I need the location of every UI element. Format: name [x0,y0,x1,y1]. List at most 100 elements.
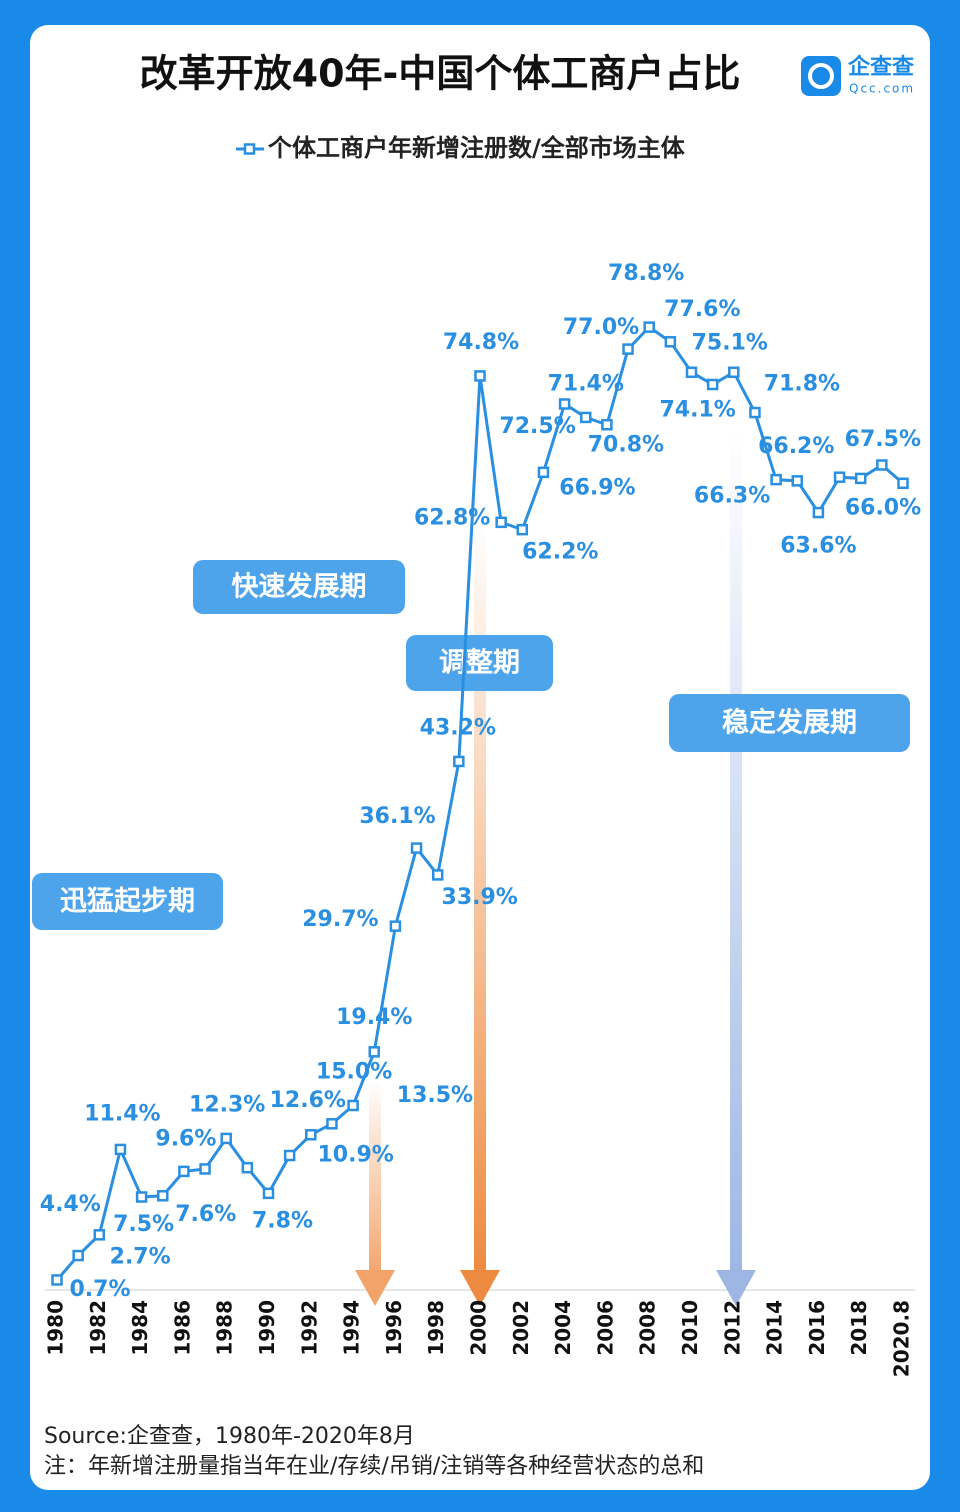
data-point [791,475,803,487]
note: 注：年新增注册量指当年在业/存续/吊销/注销等各种经营状态的总和 [44,1454,704,1479]
arrows [355,430,756,1306]
data-label: 77.0% [563,315,639,340]
data-point [749,406,761,419]
data-label: 4.4% [40,1192,101,1217]
legend-marker [243,143,256,155]
data-point [728,366,740,379]
data-label: 66.9% [559,475,635,500]
x-tick-label: 1990 [255,1300,279,1356]
data-point [72,1249,84,1262]
data-label: 9.6% [155,1126,216,1151]
x-tick-label: 1980 [44,1300,68,1356]
data-label: 77.6% [664,297,740,322]
annotation-box [193,560,405,614]
arrow-shaft [369,1080,381,1280]
data-label: 12.6% [270,1088,346,1113]
x-tick-label: 2016 [805,1300,829,1356]
data-label: 15.0% [316,1060,392,1085]
data-point [897,477,909,490]
x-tick-label: 2000 [467,1300,491,1356]
x-tick-label: 2004 [551,1300,575,1356]
x-tick-label: 2014 [763,1300,787,1356]
data-label: 66.2% [758,434,834,459]
x-tick-label: 1994 [340,1300,364,1356]
x-tick-label: 2002 [509,1300,533,1356]
data-point [474,370,486,382]
annotation-box [406,635,553,691]
data-label: 66.3% [694,484,770,509]
data-point [178,1165,190,1178]
data-point [389,920,402,932]
data-point [199,1163,211,1175]
data-point [347,1099,359,1112]
x-tick-label: 2020.8 [890,1300,914,1377]
data-label: 2.7% [110,1245,171,1270]
data-label: 12.3% [189,1092,265,1117]
data-label: 71.4% [548,371,624,396]
data-point [157,1190,169,1202]
data-point [220,1132,232,1145]
data-point [114,1143,127,1156]
data-label: 67.5% [845,427,921,452]
data-point [643,321,655,333]
data-label: 10.9% [317,1143,393,1168]
data-point [812,506,825,519]
logo-icon [801,56,841,96]
data-point [326,1118,338,1130]
data-label: 70.8% [588,433,664,458]
arrow-shaft [730,430,742,1280]
x-tick-label: 1998 [424,1300,448,1356]
data-point [622,343,634,355]
data-label: 78.8% [608,261,684,286]
data-point [368,1046,380,1058]
data-point [431,869,444,881]
data-point [876,459,888,471]
data-label: 11.4% [84,1101,160,1126]
data-point [601,418,613,431]
x-tick-label: 2006 [593,1300,617,1356]
annotation: 稳定发展期 [722,707,857,739]
data-point [516,523,529,536]
annotation: 快速发展期 [232,571,367,603]
logo-name: 企查查 [847,54,914,80]
data-point [283,1149,296,1162]
source: Source:企查查，1980年-2020年8月 [44,1424,415,1449]
data-label: 63.6% [780,534,856,559]
data-point [854,472,867,485]
x-tick-label: 1992 [297,1300,321,1356]
data-label: 7.6% [175,1202,236,1227]
data-label: 62.2% [522,540,598,565]
data-label: 33.9% [442,885,518,910]
data-label: 75.1% [692,330,768,355]
data-point [537,466,550,479]
data-label: 74.1% [659,397,735,422]
data-point [410,842,423,854]
data-label: 13.5% [397,1083,473,1108]
arrow-head [460,1270,500,1306]
data-label: 29.7% [302,907,378,932]
x-tick-label: 2010 [678,1300,702,1356]
data-label: 62.8% [414,505,490,530]
data-label: 19.4% [336,1005,412,1030]
data-point [495,516,507,529]
x-tick-label: 1982 [86,1300,110,1356]
data-point [453,755,465,768]
legend-label: 个体工商户年新增注册数/全部市场主体 [268,134,686,162]
annotation: 迅猛起步期 [60,886,195,917]
arrow-head [716,1270,756,1306]
x-tick-label: 2018 [847,1300,871,1356]
logo-icon-ring [808,63,834,89]
arrow-head [355,1270,395,1306]
data-label: 0.7% [69,1277,130,1302]
data-label: 36.1% [359,804,435,829]
chart-title: 改革开放40年-中国个体工商户占比 [140,52,741,96]
data-label: 43.2% [420,715,496,740]
annotation-box [32,873,223,930]
x-tick-label: 1984 [128,1300,152,1356]
data-label: 71.8% [764,372,840,397]
annotation: 调整期 [439,648,520,679]
data-point [685,366,698,379]
data-point [833,471,846,483]
